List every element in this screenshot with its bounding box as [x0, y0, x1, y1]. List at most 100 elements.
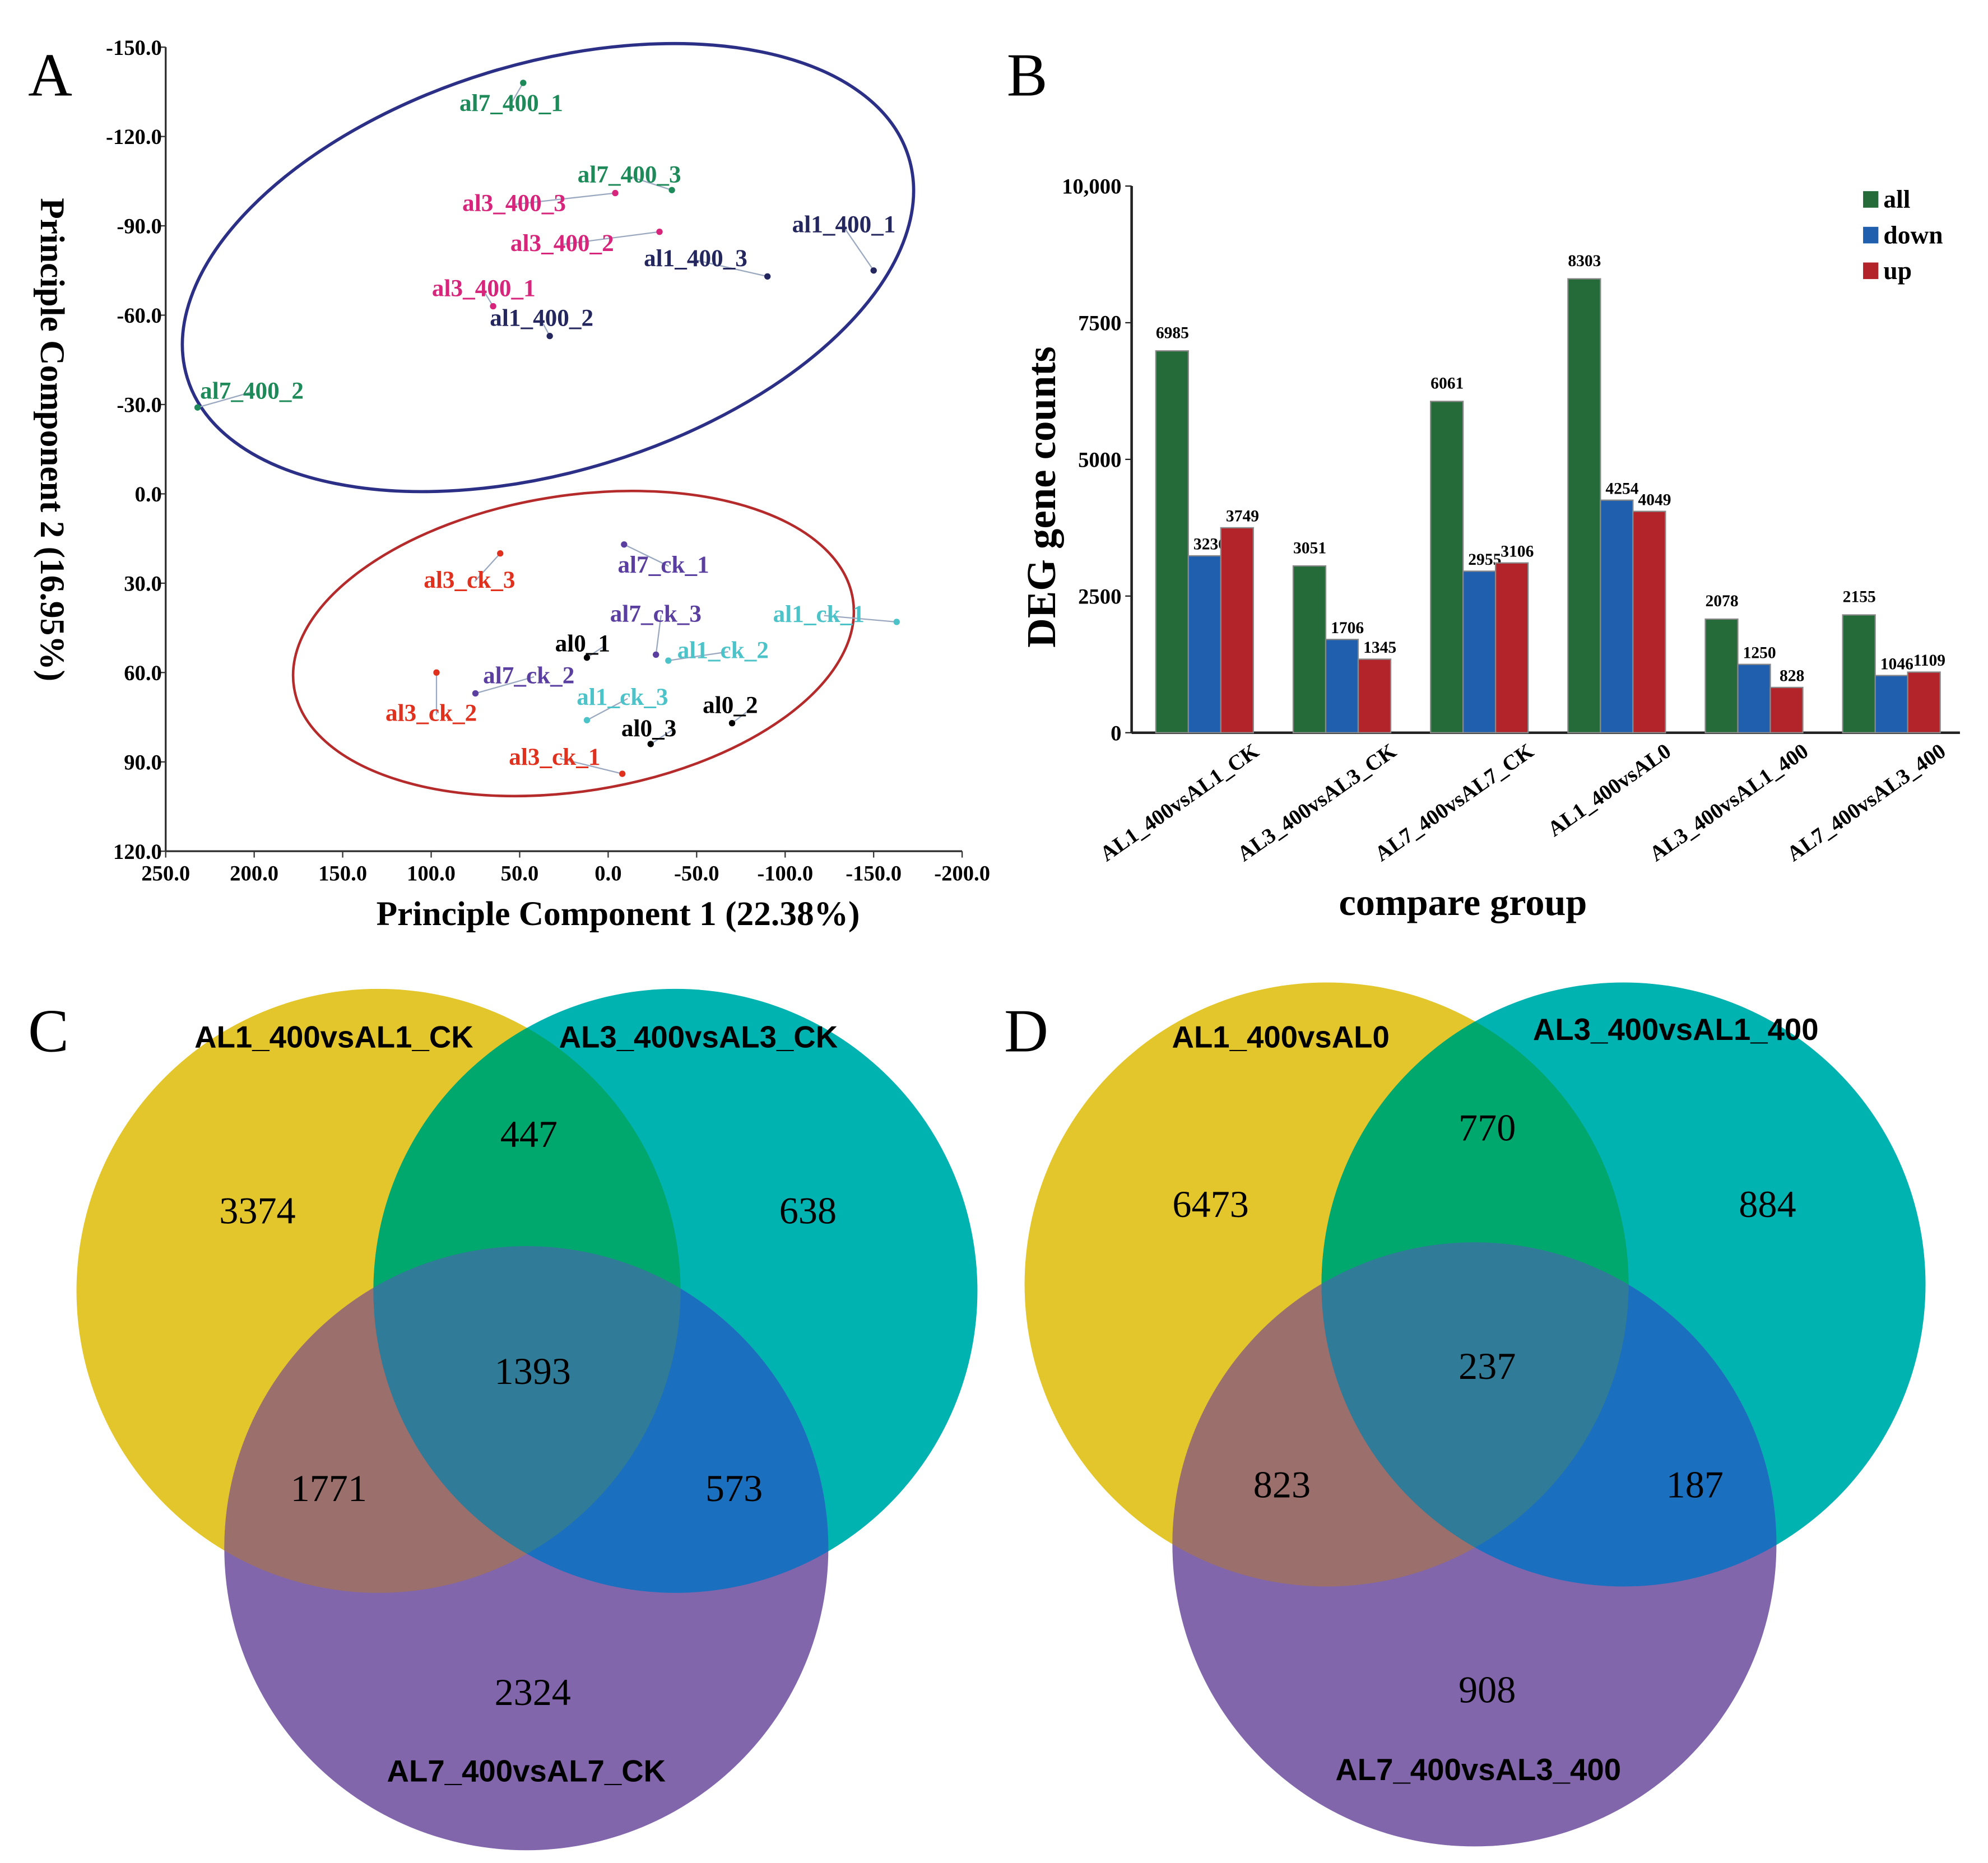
legend-label-up: up: [1883, 256, 1912, 285]
pca-point-label: al3_ck_2: [385, 700, 477, 727]
venn-c-ab: 447: [500, 1113, 558, 1155]
pca-point-label: al1_ck_1: [773, 601, 865, 628]
bar-down: [1600, 499, 1634, 733]
pca-point-leader: [731, 706, 754, 724]
venn-d-title-c: AL7_400vsAL3_400: [1335, 1753, 1621, 1787]
bar-up: [1357, 658, 1392, 733]
pca-point: [870, 267, 877, 274]
pca-y-tick-label: 90.0: [124, 751, 162, 774]
pca-point: [893, 619, 900, 625]
pca-point-label: al3_400_1: [432, 275, 536, 301]
bar-y-tick-label: 7500: [1078, 312, 1121, 336]
pca-point-leader: [197, 391, 252, 408]
bar-value-label: 6985: [1156, 324, 1189, 342]
pca-point-leader: [482, 289, 494, 307]
pca-point-label: al7_ck_3: [610, 600, 702, 627]
venn-d-title-a: AL1_400vsAL0: [1172, 1020, 1390, 1054]
venn-d-bc: 187: [1666, 1463, 1724, 1506]
pca-point: [764, 273, 771, 280]
pca-point: [728, 719, 736, 727]
pca-point-leader: [510, 82, 524, 105]
venn-d-ac: 823: [1253, 1463, 1311, 1506]
bar-value-label: 4254: [1605, 480, 1638, 498]
pca-point: [497, 550, 504, 557]
venn-d-b-only: 884: [1739, 1183, 1796, 1225]
pca-point: [433, 669, 440, 676]
pca-panel: A 250.0 200.0 150.0 100.0 50.0 0.0 -50.0 -100.0…: [28, 36, 990, 933]
bar-up: [1769, 686, 1804, 733]
pca-point-label: al0_3: [621, 715, 676, 742]
pca-x-tick-label: 100.0: [407, 862, 456, 886]
venn-d-title-b: AL3_400vsAL1_400: [1533, 1012, 1819, 1047]
bar-value-label: 3106: [1501, 542, 1534, 560]
pca-point-leader: [513, 192, 616, 206]
bar-category-label: AL1_400vsAL0: [1544, 739, 1675, 841]
pca-x-tick-label: 50.0: [501, 862, 539, 886]
pca-point-leader: [668, 651, 728, 662]
pca-point: [612, 189, 619, 197]
pca-point-leader: [561, 231, 660, 245]
pca-point-leader: [824, 615, 897, 623]
venn-d-c-only: 908: [1459, 1668, 1516, 1711]
pca-x-tick-label: 0.0: [594, 862, 621, 886]
venn-c-title-a: AL1_400vsAL1_CK: [194, 1020, 473, 1054]
pca-point: [621, 541, 628, 548]
bar-value-label: 1706: [1331, 619, 1364, 637]
venn-c-title-c: AL7_400vsAL7_CK: [387, 1754, 666, 1788]
pca-point-label: al3_ck_3: [424, 566, 515, 593]
bar-down: [1737, 663, 1771, 733]
pca-point: [194, 404, 201, 411]
pca-point-label: al1_ck_2: [677, 637, 769, 664]
panel-label-d: D: [1004, 997, 1048, 1065]
legend-swatch-up: [1863, 262, 1879, 280]
bar-all: [1567, 278, 1601, 733]
venn-d-abc: 237: [1459, 1345, 1516, 1387]
pca-point: [668, 187, 675, 193]
bar-y-tick-label: 0: [1111, 722, 1121, 745]
bar-up: [1220, 527, 1254, 733]
bar-value-label: 2078: [1706, 592, 1739, 610]
bar-up: [1907, 671, 1941, 733]
bar-value-label: 8303: [1568, 252, 1601, 270]
pca-y-axis-title: Principle Component 2 (16.95%): [33, 198, 71, 681]
bar-down: [1187, 555, 1221, 733]
pca-point-leader: [474, 552, 501, 582]
pca-point: [619, 770, 626, 777]
panel-label-a: A: [28, 41, 72, 109]
pca-point-leader: [628, 175, 672, 191]
bar-y-tick-label: 2500: [1078, 585, 1121, 608]
pca-x-tick-label: 150.0: [318, 862, 367, 886]
pca-x-axis-title: Principle Component 1 (22.38%): [377, 895, 860, 933]
legend-label-all: all: [1883, 185, 1910, 213]
pca-x-tick-label: -200.0: [934, 862, 990, 886]
pca-point: [520, 80, 527, 86]
pca-x-tick-label: -100.0: [757, 862, 813, 886]
pca-point: [546, 333, 553, 340]
pca-x-tick-label: -150.0: [846, 862, 902, 886]
legend-swatch-all: [1863, 191, 1879, 208]
pca-point-label: al7_ck_1: [617, 551, 709, 578]
bar-y-tick-label: 5000: [1078, 449, 1121, 472]
panel-label-b: B: [1007, 41, 1048, 109]
bar-y-axis-title: DEG gene counts: [1019, 346, 1064, 648]
venn-c-title-b: AL3_400vsAL3_CK: [559, 1020, 838, 1054]
pca-point: [665, 657, 672, 664]
pca-point: [490, 303, 496, 310]
bar-value-label: 3051: [1293, 539, 1326, 557]
pca-y-tick-label: -120.0: [106, 126, 162, 149]
pca-point-label: al1_400_1: [792, 211, 896, 238]
pca-point: [583, 654, 591, 661]
venn-c-abc: 1393: [494, 1350, 570, 1392]
pca-point-label: al3_ck_1: [509, 744, 600, 770]
panel-label-c: C: [28, 997, 69, 1065]
bar-value-label: 1046: [1880, 655, 1913, 673]
treated-group-ellipse: [180, 41, 916, 494]
bar-up: [1632, 510, 1666, 733]
pca-x-tick-label: -50.0: [674, 862, 719, 886]
pca-y-tick-label: -30.0: [117, 394, 162, 417]
bar-up: [1495, 562, 1529, 733]
pca-y-tick-label: 60.0: [124, 662, 162, 685]
pca-point-leader: [624, 543, 669, 567]
bar-all: [1155, 350, 1189, 733]
